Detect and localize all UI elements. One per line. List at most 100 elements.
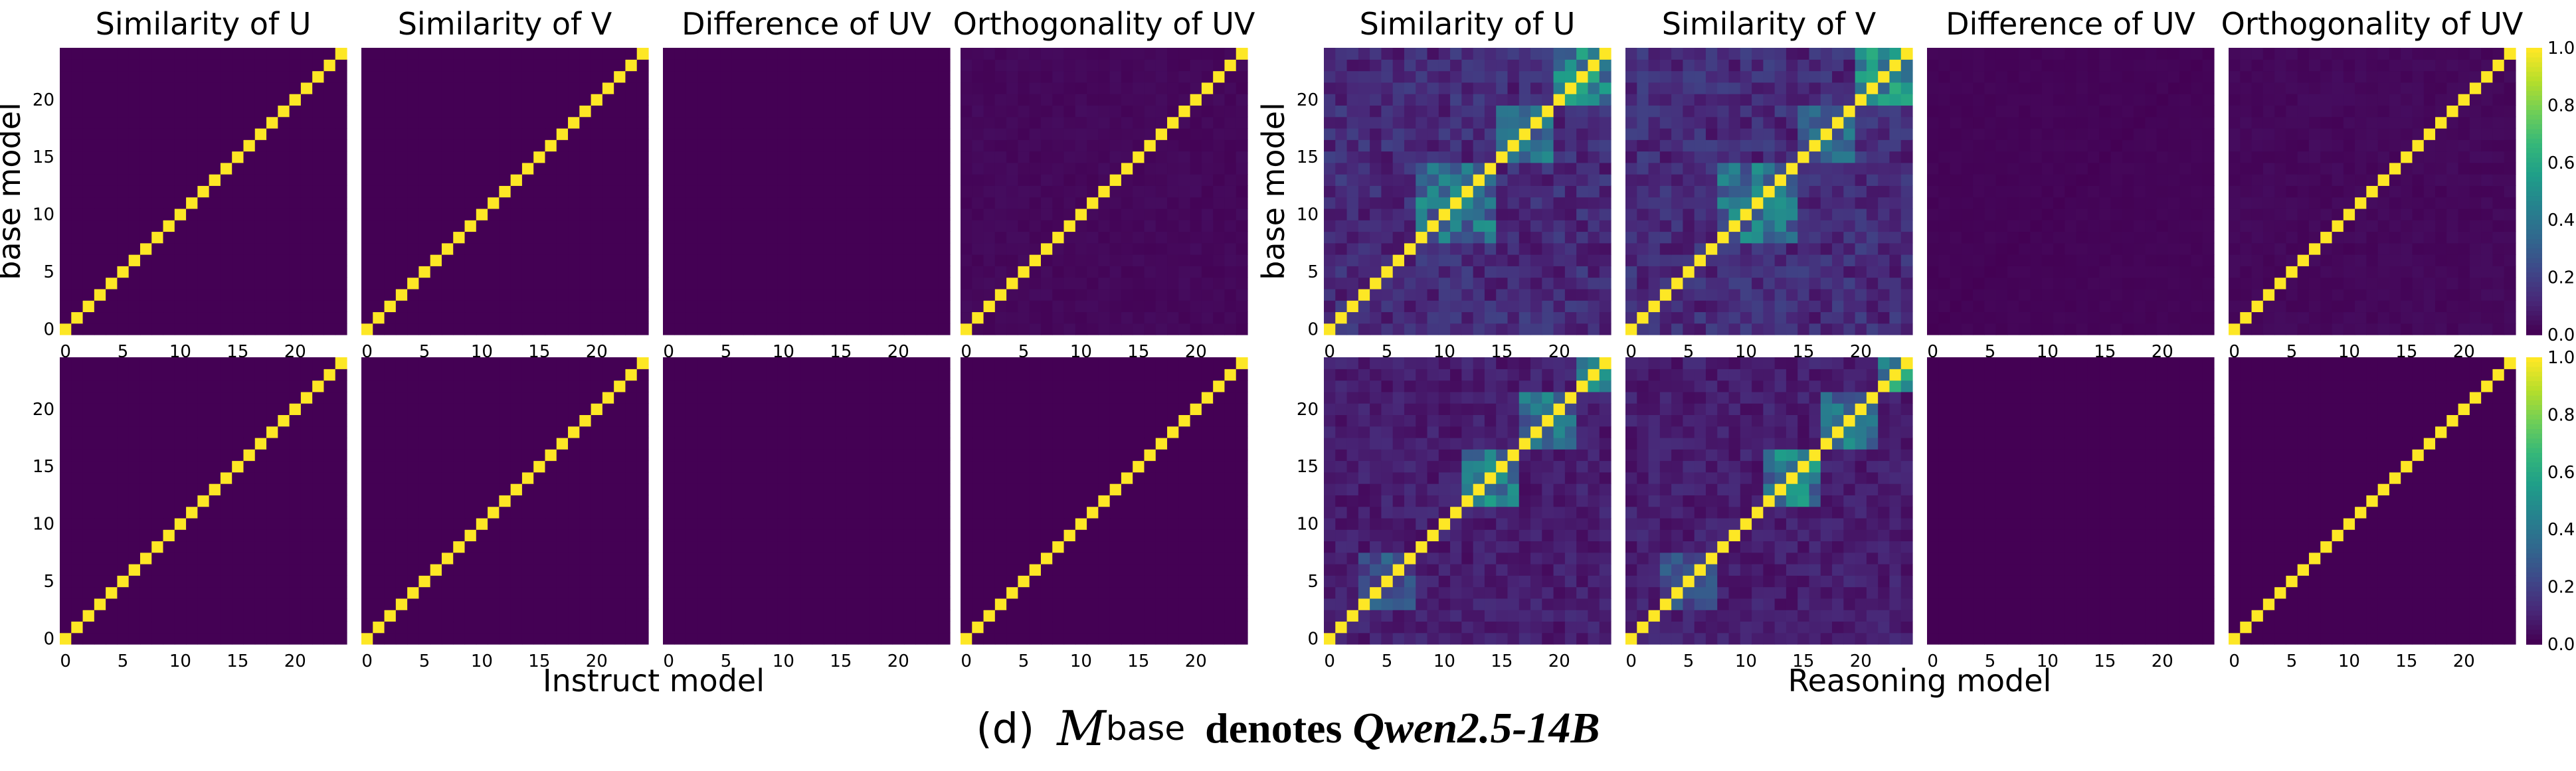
- heatmap-cell: [994, 277, 1007, 290]
- heatmap-cell: [174, 151, 187, 163]
- heatmap-cell: [823, 116, 836, 129]
- heatmap-cell: [254, 403, 267, 415]
- heatmap-cell: [892, 437, 905, 450]
- heatmap-cell: [476, 598, 488, 610]
- heatmap-cell: [453, 151, 466, 163]
- heatmap-cell: [476, 460, 488, 473]
- heatmap-cell: [1063, 162, 1076, 175]
- heatmap-cell: [499, 323, 511, 335]
- heatmap-cell: [94, 610, 106, 622]
- heatmap-cell: [533, 471, 546, 484]
- heatmap-cell: [117, 552, 130, 564]
- heatmap-cell: [395, 564, 408, 576]
- heatmap-cell: [1063, 460, 1076, 473]
- heatmap-cell: [289, 632, 302, 645]
- heatmap-cell: [1018, 483, 1030, 495]
- heatmap-cell: [789, 197, 801, 209]
- heatmap-cell: [488, 541, 500, 553]
- heatmap-cell: [464, 162, 477, 175]
- heatmap-cell: [289, 552, 302, 564]
- heatmap-cell: [720, 231, 733, 244]
- heatmap-cell: [488, 632, 500, 645]
- heatmap-cell: [846, 288, 859, 301]
- heatmap-cell: [1052, 598, 1065, 610]
- heatmap-cell: [823, 82, 836, 94]
- heatmap-cell: [1213, 323, 1226, 335]
- heatmap-cell: [1075, 105, 1087, 118]
- heatmap-cell: [846, 495, 859, 507]
- heatmap-cell: [1155, 621, 1168, 634]
- heatmap-cell: [220, 529, 232, 542]
- heatmap-cell: [384, 300, 397, 313]
- heatmap-cell: [881, 277, 893, 290]
- heatmap-cell: [254, 323, 267, 335]
- heatmap-cell: [789, 59, 801, 72]
- heatmap-cell: [1167, 506, 1179, 519]
- heatmap-cell: [163, 575, 175, 588]
- heatmap-cell: [1018, 59, 1030, 72]
- heatmap-cell: [614, 323, 626, 335]
- heatmap-cell: [789, 506, 801, 519]
- heatmap-cell: [625, 437, 638, 450]
- heatmap-cell: [938, 208, 951, 220]
- heatmap-cell: [289, 277, 302, 290]
- heatmap-cell: [1087, 495, 1099, 507]
- heatmap-cell: [674, 483, 687, 495]
- heatmap-cell: [464, 174, 477, 186]
- heatmap-cell: [373, 357, 385, 369]
- heatmap-cell: [278, 128, 290, 140]
- heatmap-cell: [1224, 185, 1237, 198]
- heatmap-cell: [743, 357, 755, 369]
- heatmap-cell: [1098, 48, 1111, 60]
- heatmap-cell: [106, 277, 118, 290]
- heatmap-cell: [994, 254, 1007, 266]
- heatmap-cell: [972, 311, 984, 324]
- heatmap-cell: [174, 495, 187, 507]
- heatmap-cell: [755, 414, 767, 427]
- heatmap-cell: [117, 266, 130, 278]
- heatmap-cell: [395, 529, 408, 542]
- heatmap-cell: [1075, 426, 1087, 438]
- heatmap-cell: [499, 541, 511, 553]
- heatmap-cell: [312, 495, 325, 507]
- heatmap-cell: [476, 254, 488, 266]
- heatmap-cell: [243, 541, 256, 553]
- heatmap-cell: [82, 632, 95, 645]
- heatmap-cell: [278, 185, 290, 198]
- heatmap-cell: [870, 174, 881, 186]
- heatmap-cell: [488, 369, 500, 381]
- heatmap-cell: [243, 575, 256, 588]
- heatmap-cell: [1155, 231, 1168, 244]
- heatmap-cell: [625, 471, 638, 484]
- heatmap-cell: [1040, 403, 1053, 415]
- heatmap-cell: [903, 288, 916, 301]
- heatmap-cell: [1155, 185, 1168, 198]
- heatmap-cell: [94, 208, 106, 220]
- heatmap-cell: [488, 323, 500, 335]
- heatmap-cell: [1063, 105, 1076, 118]
- heatmap-cell: [1190, 483, 1202, 495]
- heatmap-cell: [220, 139, 232, 152]
- heatmap-cell: [731, 529, 744, 542]
- heatmap-cell: [1063, 506, 1076, 519]
- heatmap-cell: [870, 564, 881, 576]
- heatmap-cell: [278, 541, 290, 553]
- heatmap-cell: [602, 586, 614, 599]
- heatmap-cell: [1121, 403, 1133, 415]
- heatmap-cell: [289, 254, 302, 266]
- heatmap-cell: [1006, 151, 1018, 163]
- heatmap-panel: [663, 48, 951, 335]
- heatmap-cell: [128, 242, 141, 255]
- heatmap-cell: [720, 94, 733, 106]
- heatmap-cell: [1098, 254, 1111, 266]
- heatmap-cell: [499, 460, 511, 473]
- heatmap-cell: [521, 311, 534, 324]
- heatmap-cell: [453, 460, 466, 473]
- heatmap-cell: [1236, 437, 1248, 450]
- heatmap-cell: [938, 610, 951, 622]
- heatmap-cell: [533, 541, 546, 553]
- heatmap-cell: [361, 105, 373, 118]
- heatmap-cell: [312, 426, 325, 438]
- heatmap-cell: [1155, 471, 1168, 484]
- heatmap-cell: [1040, 300, 1053, 313]
